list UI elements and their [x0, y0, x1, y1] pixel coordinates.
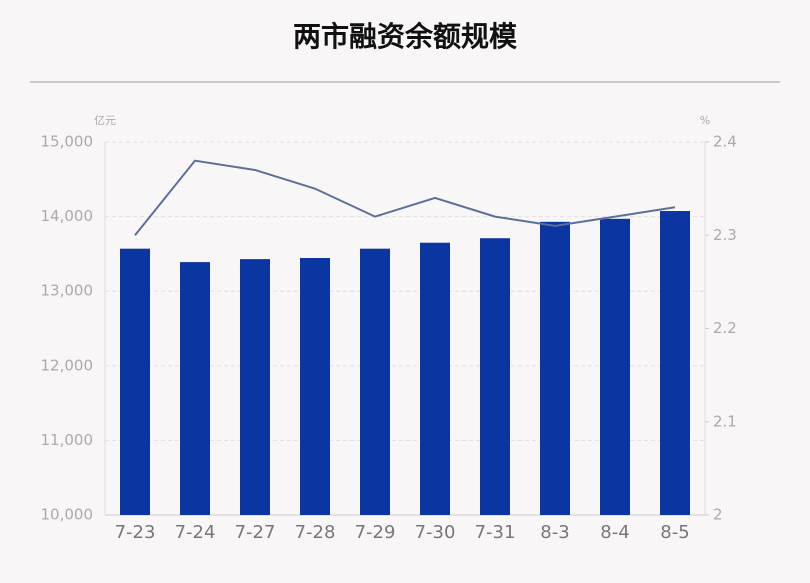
x-tick-label: 7-30 — [415, 522, 456, 543]
y-tick-label: 13,000 — [41, 282, 94, 300]
y-unit: 亿元 — [94, 114, 116, 127]
x-tick-label: 8-5 — [660, 522, 689, 543]
x-tick-label: 8-4 — [600, 522, 629, 543]
bar — [660, 211, 690, 515]
y2-tick-label: 2.4 — [713, 133, 737, 151]
x-tick-label: 7-28 — [295, 522, 336, 543]
x-tick-label: 7-24 — [175, 522, 216, 543]
x-tick-label: 7-23 — [115, 522, 156, 543]
x-tick-label: 7-29 — [355, 522, 396, 543]
bar — [240, 259, 270, 515]
x-tick-label: 7-31 — [475, 522, 516, 543]
bar — [600, 218, 630, 515]
y2-tick-label: 2.1 — [713, 412, 737, 430]
line — [134, 159, 676, 236]
bar — [120, 248, 150, 516]
y-tick-label: 15,000 — [41, 133, 94, 151]
y-tick-label: 14,000 — [41, 207, 94, 225]
bar — [180, 262, 210, 515]
bar — [420, 242, 450, 515]
bar — [480, 238, 510, 515]
y2-tick-label: 2.2 — [713, 319, 737, 337]
bar — [300, 258, 330, 515]
bar — [540, 221, 570, 515]
y-tick-label: 12,000 — [41, 356, 94, 374]
y-tick-label: 10,000 — [41, 506, 94, 524]
chart-title: 两市融资余额规模 — [293, 20, 518, 53]
bar — [360, 248, 390, 516]
x-tick-label: 7-27 — [235, 522, 276, 543]
y2-tick-label: 2 — [713, 506, 723, 524]
x-tick-label: 8-3 — [540, 522, 569, 543]
y-tick-label: 11,000 — [41, 431, 94, 449]
y2-unit: % — [700, 114, 710, 127]
y2-tick-label: 2.3 — [713, 226, 737, 244]
